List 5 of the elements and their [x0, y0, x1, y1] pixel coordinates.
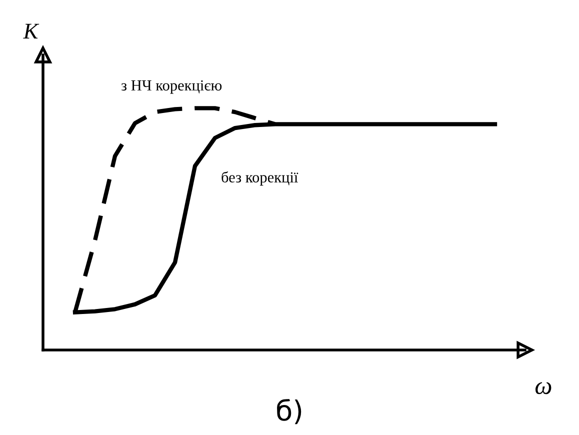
text: б): [277, 398, 302, 424]
series-label: з НЧ корекцією: [121, 80, 222, 94]
series-label: без корекції: [222, 171, 298, 186]
x-axis-title: ω: [535, 382, 552, 394]
y-axis-title: K: [23, 24, 40, 38]
